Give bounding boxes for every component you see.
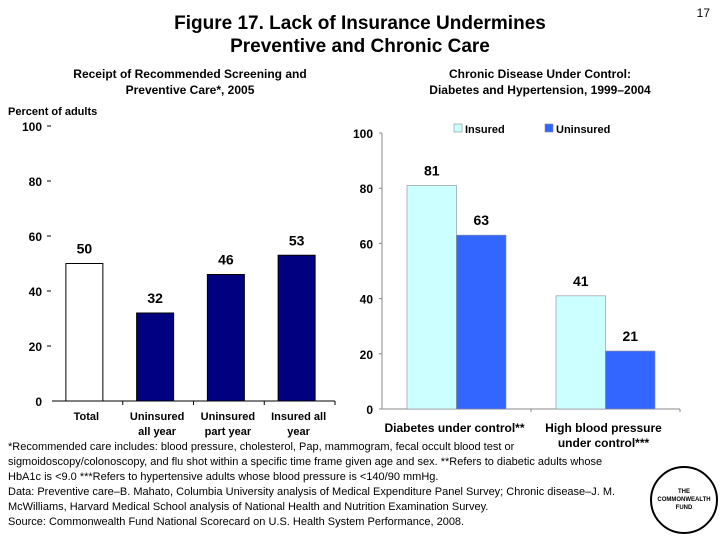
page-number: 17 [696,6,710,20]
footnote-definitions: *Recommended care includes: blood pressu… [8,441,603,483]
x-tick-label: Diabetes under control** [384,421,524,435]
left-title-line-2: Preventive Care*, 2005 [125,83,255,97]
data-label: 63 [473,212,489,228]
right-title-line-2: Diabetes and Hypertension, 1999–2004 [429,83,651,97]
logo-text: THE [678,489,690,495]
logo-text: COMMONWEALTH [657,497,711,503]
footnote-source: Source: Commonwealth Fund National Score… [8,516,465,528]
legend-label: Uninsured [556,124,610,136]
y-tick-label: 80 [29,175,43,189]
x-tick-label: under control*** [558,436,650,450]
x-tick-label: year [287,426,310,438]
x-tick-label: Uninsured [130,411,184,423]
footnote-data: Data: Preventive care–B. Mahato, Columbi… [8,486,616,513]
y-tick-label: 80 [360,182,374,196]
legend-label: Insured [465,124,505,136]
bar-uninsured [456,234,507,410]
y-tick-label: 100 [353,127,373,141]
x-tick-label: Uninsured [201,411,255,423]
bar-insured [406,185,457,410]
x-tick-label: High blood pressure [545,421,662,435]
commonwealth-fund-logo: THE COMMONWEALTH FUND [650,466,718,534]
data-label: 32 [147,290,163,306]
bar [206,274,245,402]
data-label: 50 [77,241,93,257]
data-label: 21 [622,328,638,344]
bar-uninsured [605,350,656,410]
title-line-2: Preventive and Chronic Care [230,36,490,57]
y-tick-label: 20 [29,340,43,354]
y-tick-label: 40 [360,293,374,307]
y-tick-label: 40 [29,285,43,299]
legend-swatch-uninsured [544,123,554,133]
x-tick-label: Total [74,411,99,423]
data-label: 41 [573,273,589,289]
bar [277,254,316,402]
legend-swatch-insured [453,123,463,133]
y-tick-label: 60 [360,237,374,251]
data-label: 46 [218,252,234,268]
bar-insured [555,295,606,410]
slide-title: Figure 17. Lack of Insurance Undermines … [100,12,620,58]
y-axis-label: Percent of adults [8,106,97,118]
x-tick-label: all year [138,426,177,438]
bar [65,263,104,402]
right-chart-title: Chronic Disease Under Control: Diabetes … [390,66,690,98]
right-title-line-1: Chronic Disease Under Control: [448,67,632,81]
y-tick-label: 20 [360,348,374,362]
data-label: 81 [424,162,440,178]
y-tick-label: 100 [22,120,42,134]
left-chart-title: Receipt of Recommended Screening and Pre… [40,66,340,98]
logo-text: FUND [675,505,693,511]
x-tick-label: part year [205,426,252,438]
data-label: 53 [289,232,305,248]
bar [136,312,175,402]
y-tick-label: 0 [366,403,373,417]
title-line-1: Figure 17. Lack of Insurance Undermines [174,13,546,34]
footnotes: *Recommended care includes: blood pressu… [8,440,628,530]
x-tick-label: Insured all [271,411,326,423]
y-tick-label: 0 [35,395,42,409]
y-tick-label: 60 [29,230,43,244]
left-title-line-1: Receipt of Recommended Screening and [73,67,307,81]
